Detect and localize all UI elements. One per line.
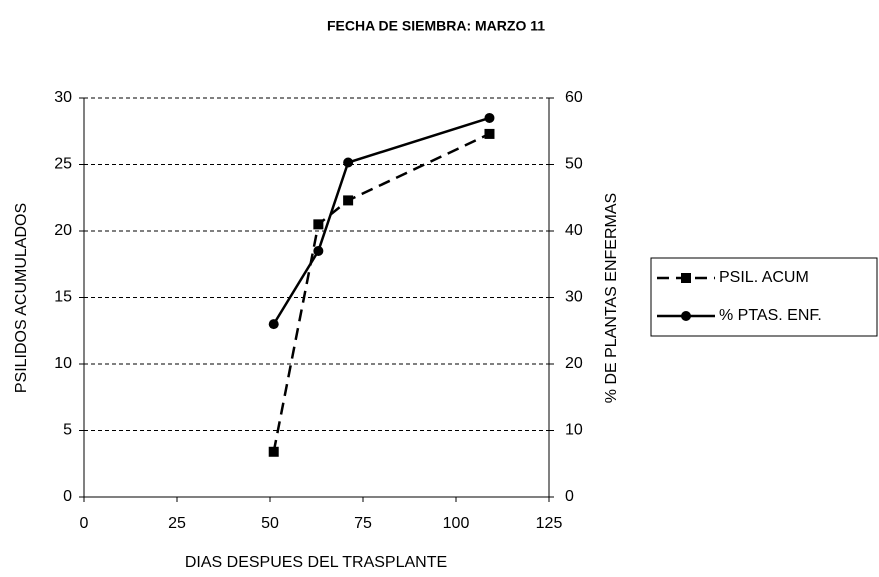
y-tick-label: 25 xyxy=(54,156,72,173)
series-line xyxy=(272,132,491,453)
y-tick-label: 15 xyxy=(54,289,72,306)
x-tick-label: 75 xyxy=(354,515,372,532)
y-axis-label: PSILIDOS ACUMULADOS xyxy=(13,203,30,393)
legend-box xyxy=(650,257,878,337)
data-point xyxy=(484,128,495,139)
y-tick-label: 0 xyxy=(63,488,72,505)
x-tick-label: 0 xyxy=(80,515,89,532)
y2-tick-label: 10 xyxy=(565,422,583,439)
y2-tick-label: 30 xyxy=(565,289,583,306)
x-tick-label: 100 xyxy=(443,515,470,532)
data-point xyxy=(313,245,324,256)
legend-marker xyxy=(681,273,691,283)
y-tick-label: 20 xyxy=(54,222,72,239)
data-point xyxy=(343,195,354,206)
data-point xyxy=(313,219,324,230)
y2-tick-label: 60 xyxy=(565,89,583,106)
legend-marker xyxy=(681,311,691,321)
data-point xyxy=(268,446,279,457)
legend-label: PSIL. ACUM xyxy=(719,269,809,286)
y-tick-label: 5 xyxy=(63,422,72,439)
y2-tick-label: 20 xyxy=(565,355,583,372)
series-line xyxy=(272,116,490,325)
x-tick-label: 125 xyxy=(536,515,563,532)
data-point xyxy=(268,319,279,330)
y-tick-label: 10 xyxy=(54,355,72,372)
y2-axis-label: % DE PLANTAS ENFERMAS xyxy=(603,193,620,403)
y2-tick-label: 50 xyxy=(565,156,583,173)
x-tick-label: 50 xyxy=(261,515,279,532)
data-point xyxy=(484,112,495,123)
y2-tick-label: 0 xyxy=(565,488,574,505)
legend-label: % PTAS. ENF. xyxy=(719,307,822,324)
y2-tick-label: 40 xyxy=(565,222,583,239)
y-tick-label: 30 xyxy=(54,89,72,106)
chart-title: FECHA DE SIEMBRA: MARZO 11 xyxy=(327,18,545,34)
x-axis-label: DIAS DESPUES DEL TRASPLANTE xyxy=(185,554,447,571)
data-point xyxy=(343,157,354,168)
x-tick-label: 25 xyxy=(168,515,186,532)
